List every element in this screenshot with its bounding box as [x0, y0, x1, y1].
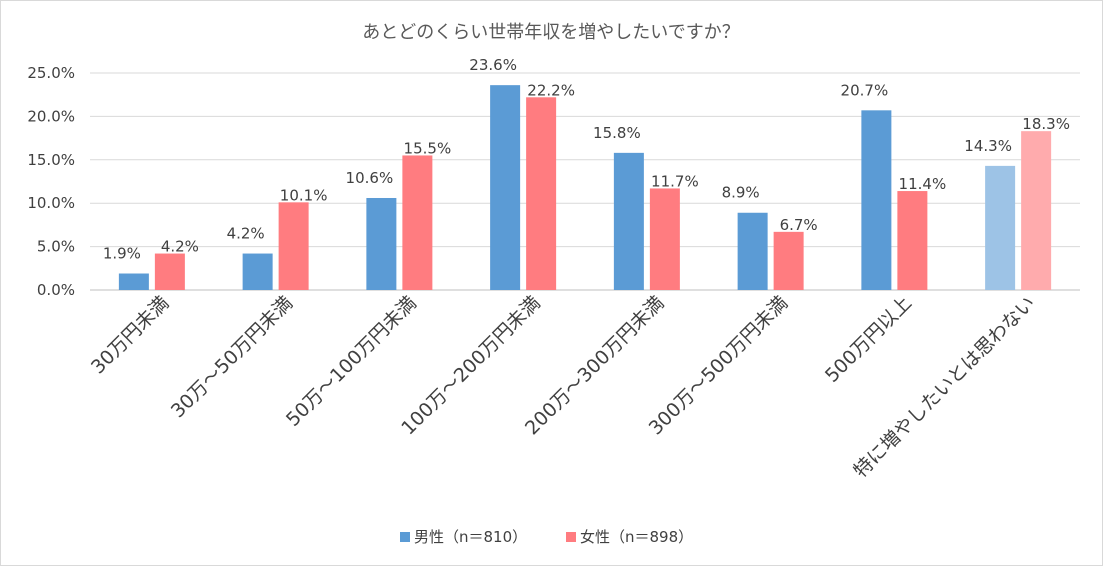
bar-male: [366, 197, 397, 290]
data-label-male: 20.7%: [841, 81, 889, 99]
bar-male: [737, 212, 768, 290]
legend-swatch-male: [400, 532, 410, 542]
data-label-male: 8.9%: [722, 184, 760, 202]
legend: 男性（n＝810） 女性（n＝898）: [400, 528, 693, 546]
chart-title: あとどのくらい世帯年収を増やしたいですか？: [362, 22, 739, 43]
data-label-male: 1.9%: [103, 245, 141, 263]
data-labels: 1.9% 4.2% 4.2% 10.1% 10.6% 15.5% 23.6% 22.2% 15.…: [103, 56, 1070, 262]
y-tick-label: 25.0%: [27, 64, 75, 82]
data-label-male: 15.8%: [593, 124, 641, 142]
bar-female: [897, 191, 928, 290]
bar-female: [649, 188, 680, 290]
y-tick-label: 10.0%: [27, 194, 75, 212]
data-label-female: 22.2%: [527, 81, 575, 99]
data-label-female: 15.5%: [404, 139, 452, 157]
y-tick-label: 15.0%: [27, 151, 75, 169]
legend-label-female: 女性（n＝898）: [580, 528, 693, 546]
data-label-female: 11.7%: [651, 172, 699, 190]
data-label-male: 23.6%: [469, 56, 517, 74]
data-label-male: 10.6%: [346, 169, 394, 187]
bars: [118, 85, 1052, 290]
bar-male: [242, 253, 273, 290]
bar-female: [1021, 131, 1052, 290]
bar-female: [526, 97, 557, 290]
y-axis-ticks: 0.0% 5.0% 10.0% 15.0% 20.0% 25.0%: [27, 64, 75, 299]
y-tick-label: 5.0%: [37, 238, 75, 256]
category-label: 200万～300万円未満: [521, 292, 668, 439]
bar-male: [490, 85, 521, 290]
category-label: 100万～200万円未満: [397, 292, 544, 439]
data-label-male: 14.3%: [964, 137, 1012, 155]
category-label: 300万～500万円未満: [645, 292, 792, 439]
x-axis-categories: 30万円未満30万～50万円未満50万～100万円未満100万～200万円未満2…: [87, 292, 1040, 482]
bar-female: [278, 202, 309, 290]
y-tick-label: 20.0%: [27, 107, 75, 125]
bar-male: [613, 152, 644, 290]
bar-female: [154, 253, 185, 290]
bar-male: [861, 110, 892, 290]
data-label-male: 4.2%: [227, 225, 265, 243]
data-label-female: 4.2%: [161, 238, 199, 256]
data-label-female: 11.4%: [899, 175, 947, 193]
y-tick-label: 0.0%: [37, 281, 75, 299]
data-label-female: 10.1%: [280, 186, 328, 204]
bar-male: [985, 165, 1016, 290]
data-label-female: 6.7%: [780, 216, 818, 234]
category-label: 50万～100万円未満: [282, 292, 421, 431]
legend-swatch-female: [566, 532, 576, 542]
bar-female: [773, 231, 804, 290]
category-label: 500万円以上: [821, 292, 916, 387]
data-label-female: 18.3%: [1022, 115, 1070, 133]
category-label: 30万～50万円未満: [167, 292, 297, 422]
category-label: 30万円未満: [87, 292, 173, 378]
bar-female: [402, 155, 433, 290]
legend-label-male: 男性（n＝810）: [414, 528, 527, 546]
bar-male: [118, 273, 149, 290]
